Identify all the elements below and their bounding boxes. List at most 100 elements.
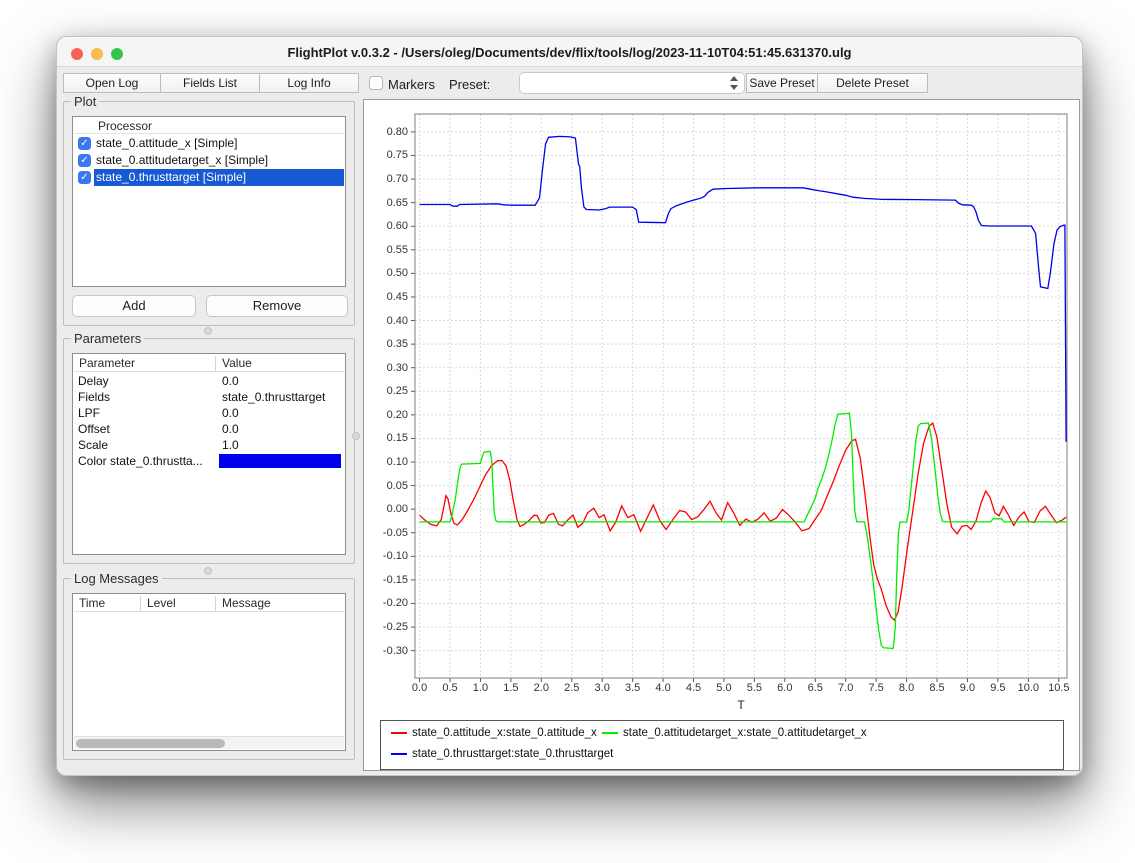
x-tick-label: 1.0 <box>472 682 489 694</box>
fields-list-button[interactable]: Fields List <box>160 73 260 93</box>
combo-stepper-icon[interactable] <box>726 75 741 91</box>
parameter-value[interactable]: 0.0 <box>222 422 239 436</box>
y-tick-label: 0.10 <box>386 456 408 469</box>
x-tick-label: 8.5 <box>929 682 945 694</box>
x-tick-label: 5.0 <box>716 682 732 694</box>
parameter-row[interactable]: Offset 0.0 <box>74 421 344 437</box>
parameter-row[interactable]: LPF 0.0 <box>74 405 344 421</box>
splitter-handle[interactable] <box>204 567 212 575</box>
y-tick-label: 0.20 <box>386 408 408 421</box>
chart-panel[interactable]: 0.80 0.75 0.70 0.65 0.60 0.55 0.50 0.45 0.40 0.35… <box>363 99 1080 771</box>
parameter-name: Color state_0.thrustta... <box>78 454 203 468</box>
y-tick-label: 0.35 <box>386 338 408 351</box>
markers-checkbox[interactable] <box>369 76 383 90</box>
y-tick-label: 0.45 <box>386 290 408 303</box>
series-line <box>419 421 1067 622</box>
log-messages-table[interactable]: Time Level Message <box>72 593 346 751</box>
app-window: FlightPlot v.0.3.2 - /Users/oleg/Documen… <box>56 36 1083 776</box>
y-tick-label: 0.65 <box>386 196 408 209</box>
parameter-row[interactable]: Fields state_0.thrusttarget <box>74 389 344 405</box>
parameter-row[interactable]: Scale 1.0 <box>74 437 344 453</box>
legend-label: state_0.thrusttarget:state_0.thrusttarge… <box>412 748 614 760</box>
processor-row[interactable]: ✓ state_0.attitudetarget_x [Simple] <box>74 152 344 169</box>
checkbox-checked-icon[interactable]: ✓ <box>78 154 91 167</box>
parameter-name: Offset <box>78 422 110 436</box>
add-button[interactable]: Add <box>72 295 196 317</box>
delete-preset-button[interactable]: Delete Preset <box>817 73 928 93</box>
y-tick-label: 0.15 <box>386 432 408 445</box>
preset-label: Preset: <box>449 77 491 92</box>
parameter-value[interactable]: 1.0 <box>222 438 239 452</box>
level-column-header: Level <box>147 596 176 610</box>
x-tick-label: 3.5 <box>624 682 641 694</box>
y-tick-label: -0.15 <box>382 573 408 586</box>
y-tick-label: 0.40 <box>386 314 408 327</box>
processor-list[interactable]: Processor ✓ state_0.attitude_x [Simple] … <box>72 116 346 287</box>
x-tick-label: 10.5 <box>1048 682 1070 694</box>
close-window-icon[interactable] <box>71 48 83 60</box>
chevron-up-icon <box>730 76 738 81</box>
x-tick-label: 0.0 <box>411 682 428 694</box>
parameter-color-row[interactable]: Color state_0.thrustta... <box>74 453 344 469</box>
green-line-swatch-icon <box>602 732 618 734</box>
x-tick-label: 5.5 <box>746 682 763 694</box>
markers-label: Markers <box>388 77 435 92</box>
time-column-header: Time <box>79 596 106 610</box>
legend-item: state_0.attitude_x:state_0.attitude_x <box>391 727 597 739</box>
log-info-button[interactable]: Log Info <box>259 73 359 93</box>
x-tick-label: 6.5 <box>807 682 823 694</box>
parameter-value[interactable]: state_0.thrusttarget <box>222 390 326 404</box>
y-tick-label: 0.55 <box>386 243 408 256</box>
log-messages-group-title: Log Messages <box>71 571 162 586</box>
checkbox-checked-icon[interactable]: ✓ <box>78 171 91 184</box>
processor-row-label[interactable]: state_0.attitudetarget_x [Simple] <box>96 153 269 167</box>
zoom-window-icon[interactable] <box>111 48 123 60</box>
blue-line-swatch-icon <box>391 753 407 755</box>
processor-row-selected[interactable]: ✓ state_0.thrusttarget [Simple] <box>74 169 344 186</box>
checkbox-checked-icon[interactable]: ✓ <box>78 137 91 150</box>
x-tick-label: 10.0 <box>1017 682 1040 694</box>
parameter-value[interactable]: 0.0 <box>222 374 239 388</box>
processor-row[interactable]: ✓ state_0.attitude_x [Simple] <box>74 135 344 152</box>
y-tick-label: 0.30 <box>386 361 408 374</box>
open-log-button[interactable]: Open Log <box>63 73 161 93</box>
series-line <box>419 412 1067 650</box>
processor-row-label[interactable]: state_0.thrusttarget [Simple] <box>94 169 344 186</box>
y-tick-label: -0.30 <box>382 644 408 657</box>
title-bar: FlightPlot v.0.3.2 - /Users/oleg/Documen… <box>57 37 1082 67</box>
x-tick-label: 6.0 <box>777 682 793 694</box>
flight-plot-chart[interactable] <box>411 113 1068 682</box>
parameter-value[interactable]: 0.0 <box>222 406 239 420</box>
y-tick-label: -0.25 <box>382 621 408 634</box>
save-preset-button[interactable]: Save Preset <box>746 73 818 93</box>
log-table-header: Time Level Message <box>74 595 344 612</box>
parameter-row[interactable]: Delay 0.0 <box>74 373 344 389</box>
vertical-splitter-handle[interactable] <box>352 432 360 440</box>
parameters-groupbox: Parameters Parameter Value Delay 0.0 Fie… <box>63 331 355 564</box>
column-divider <box>140 596 141 611</box>
y-tick-label: 0.25 <box>386 385 408 398</box>
parameter-name: Delay <box>78 374 109 388</box>
x-tick-label: 8.0 <box>898 682 915 694</box>
parameters-table[interactable]: Parameter Value Delay 0.0 Fields state_0… <box>72 353 346 555</box>
legend-item: state_0.attitudetarget_x:state_0.attitud… <box>602 727 867 739</box>
y-tick-label: 0.05 <box>386 479 408 492</box>
scrollbar-thumb[interactable] <box>76 739 225 748</box>
window-title: FlightPlot v.0.3.2 - /Users/oleg/Documen… <box>287 45 852 60</box>
y-tick-label: -0.20 <box>382 597 408 610</box>
x-axis-title: T <box>737 698 745 712</box>
horizontal-scrollbar[interactable] <box>74 736 344 749</box>
log-messages-groupbox: Log Messages Time Level Message <box>63 571 355 760</box>
minimize-window-icon[interactable] <box>91 48 103 60</box>
parameters-group-title: Parameters <box>71 331 145 346</box>
remove-button[interactable]: Remove <box>206 295 348 317</box>
x-tick-label: 1.5 <box>503 682 519 694</box>
parameters-table-header: Parameter Value <box>74 355 344 372</box>
processor-column-header: Processor <box>74 118 344 134</box>
processor-row-label[interactable]: state_0.attitude_x [Simple] <box>96 136 238 150</box>
parameter-name: Scale <box>78 438 109 452</box>
preset-combobox[interactable] <box>519 72 745 94</box>
x-tick-label: 4.0 <box>655 682 671 694</box>
color-swatch[interactable] <box>219 454 341 468</box>
splitter-handle[interactable] <box>204 327 212 335</box>
